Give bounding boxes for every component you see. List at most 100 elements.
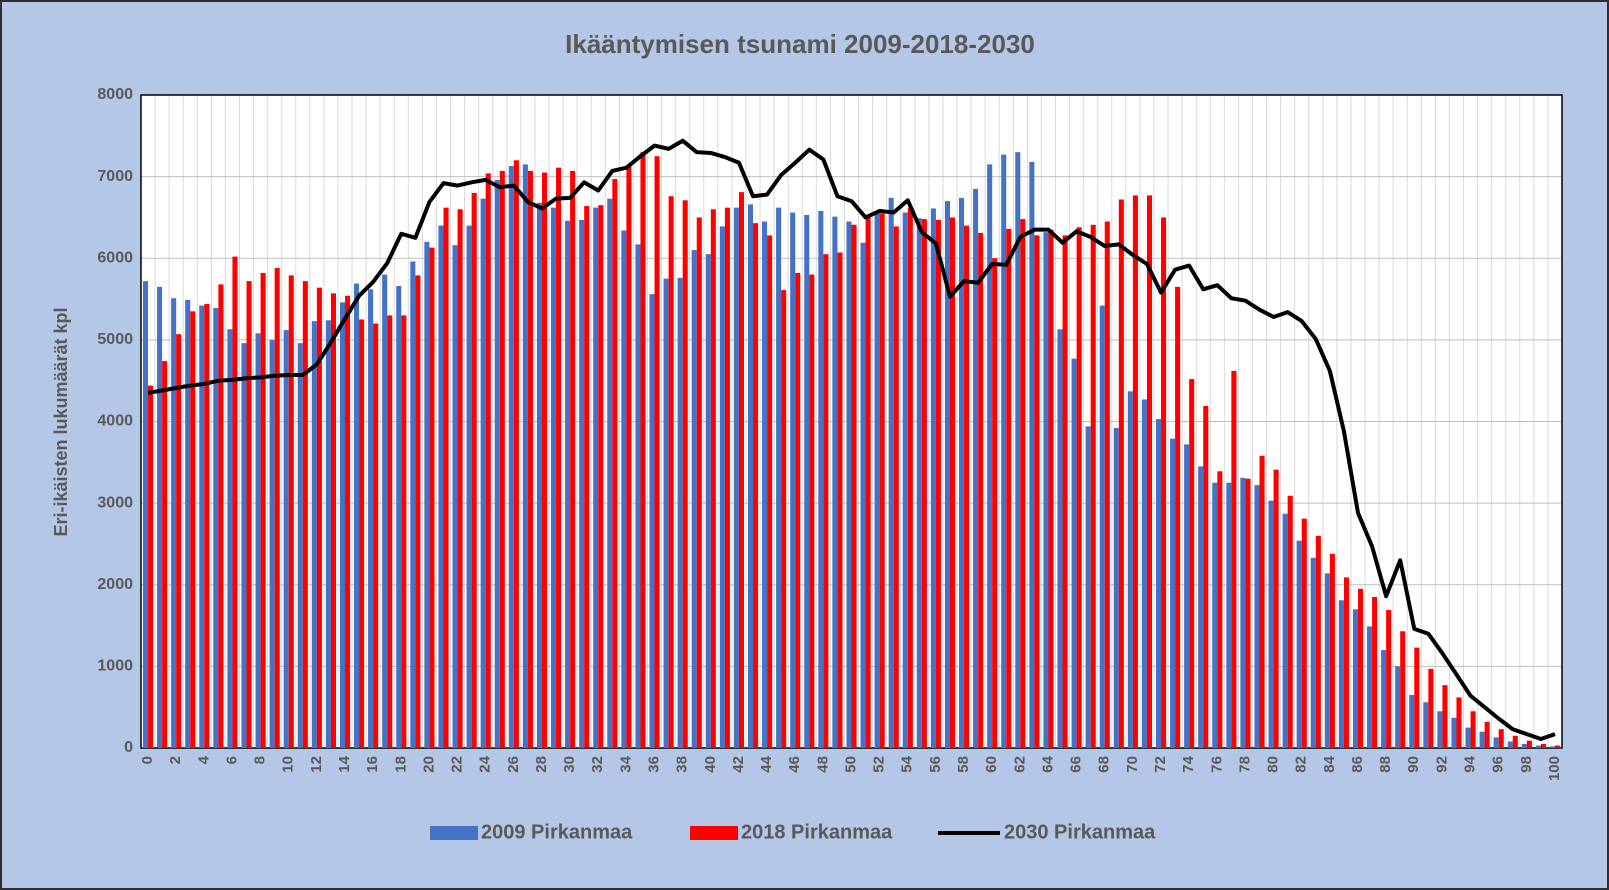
bar [696,217,702,748]
y-tick-label: 0 [124,739,133,756]
x-tick-label: 100 [1546,756,1563,781]
bar [612,179,618,749]
bar [607,198,613,748]
x-tick-label: 22 [449,756,466,773]
x-tick-label: 14 [336,755,353,772]
bar [396,286,402,748]
x-tick-label: 50 [842,756,859,773]
x-tick-label: 82 [1293,756,1310,773]
bar [1442,685,1448,748]
x-tick-label: 58 [955,756,972,773]
bar [767,235,773,748]
bar [1465,727,1471,748]
bar [921,219,927,748]
bar [368,289,374,748]
x-tick-label: 12 [308,756,325,773]
x-tick-label: 10 [280,756,297,773]
bar [522,164,528,749]
bar [1254,485,1260,748]
bar [1048,229,1054,748]
x-tick-label: 48 [814,756,831,773]
bar [1409,694,1415,748]
y-tick-label: 5000 [97,331,133,348]
bar [888,197,894,748]
bar [1395,666,1401,748]
bar [1127,391,1133,748]
y-tick-label: 3000 [97,494,133,511]
bar [480,198,486,748]
x-tick-label: 62 [1011,756,1028,773]
bar [753,223,759,748]
bar [635,244,641,748]
bar [654,156,660,748]
bar [410,261,416,748]
bar [1296,540,1302,748]
bar [893,226,899,748]
bar [269,339,275,748]
bar [1085,426,1091,748]
bar [232,256,238,748]
x-tick-label: 56 [927,756,944,773]
bar [860,242,866,748]
bar [283,330,289,748]
x-tick-label: 28 [533,756,550,773]
x-tick-label: 70 [1124,756,1141,773]
bar [213,308,219,748]
bar [302,281,308,748]
bar [1456,697,1462,748]
bar [1259,455,1265,748]
x-tick-label: 8 [252,756,269,764]
bar [691,250,697,748]
x-tick-label: 20 [420,756,437,773]
bar [987,164,993,749]
bar [457,209,463,748]
bar [1029,161,1035,748]
bar [387,315,393,748]
bar [738,192,745,749]
bar [1493,737,1499,748]
x-tick-label: 4 [195,755,212,764]
bar [424,241,430,749]
bar [1352,609,1358,748]
bar [1189,379,1195,748]
bar [1315,535,1321,748]
bar [570,170,576,748]
bar [1423,702,1429,748]
bar [781,290,787,748]
bar [1043,232,1049,748]
bar [148,385,154,748]
bar [171,298,177,748]
bar [471,192,477,748]
bar [274,268,280,748]
bar [373,323,379,748]
x-tick-label: 0 [139,756,156,764]
bar [443,207,449,748]
bar [513,160,519,749]
bar [1240,477,1246,748]
x-tick-label: 88 [1377,756,1394,773]
bar [550,207,557,748]
y-axis-title: Eri-ikäisten lukumäärät kpl [51,307,71,536]
bar [1001,154,1007,748]
bar [598,205,604,749]
y-tick-label: 6000 [97,249,133,266]
bar [818,210,824,749]
bar [1170,438,1176,748]
bar [1155,419,1162,748]
bar [1372,596,1378,748]
legend-key [430,826,478,840]
bar [621,230,627,748]
bar [1521,743,1527,748]
bar [330,293,337,748]
bar [1400,631,1406,748]
bar [1273,469,1279,748]
bar [865,217,871,748]
bar [964,225,970,749]
bar [762,221,768,749]
line [147,138,1556,742]
x-tick-label: 42 [730,756,747,773]
bar [978,232,984,749]
y-tick-label: 2000 [97,576,133,593]
bar [668,196,674,749]
bar [204,303,210,748]
